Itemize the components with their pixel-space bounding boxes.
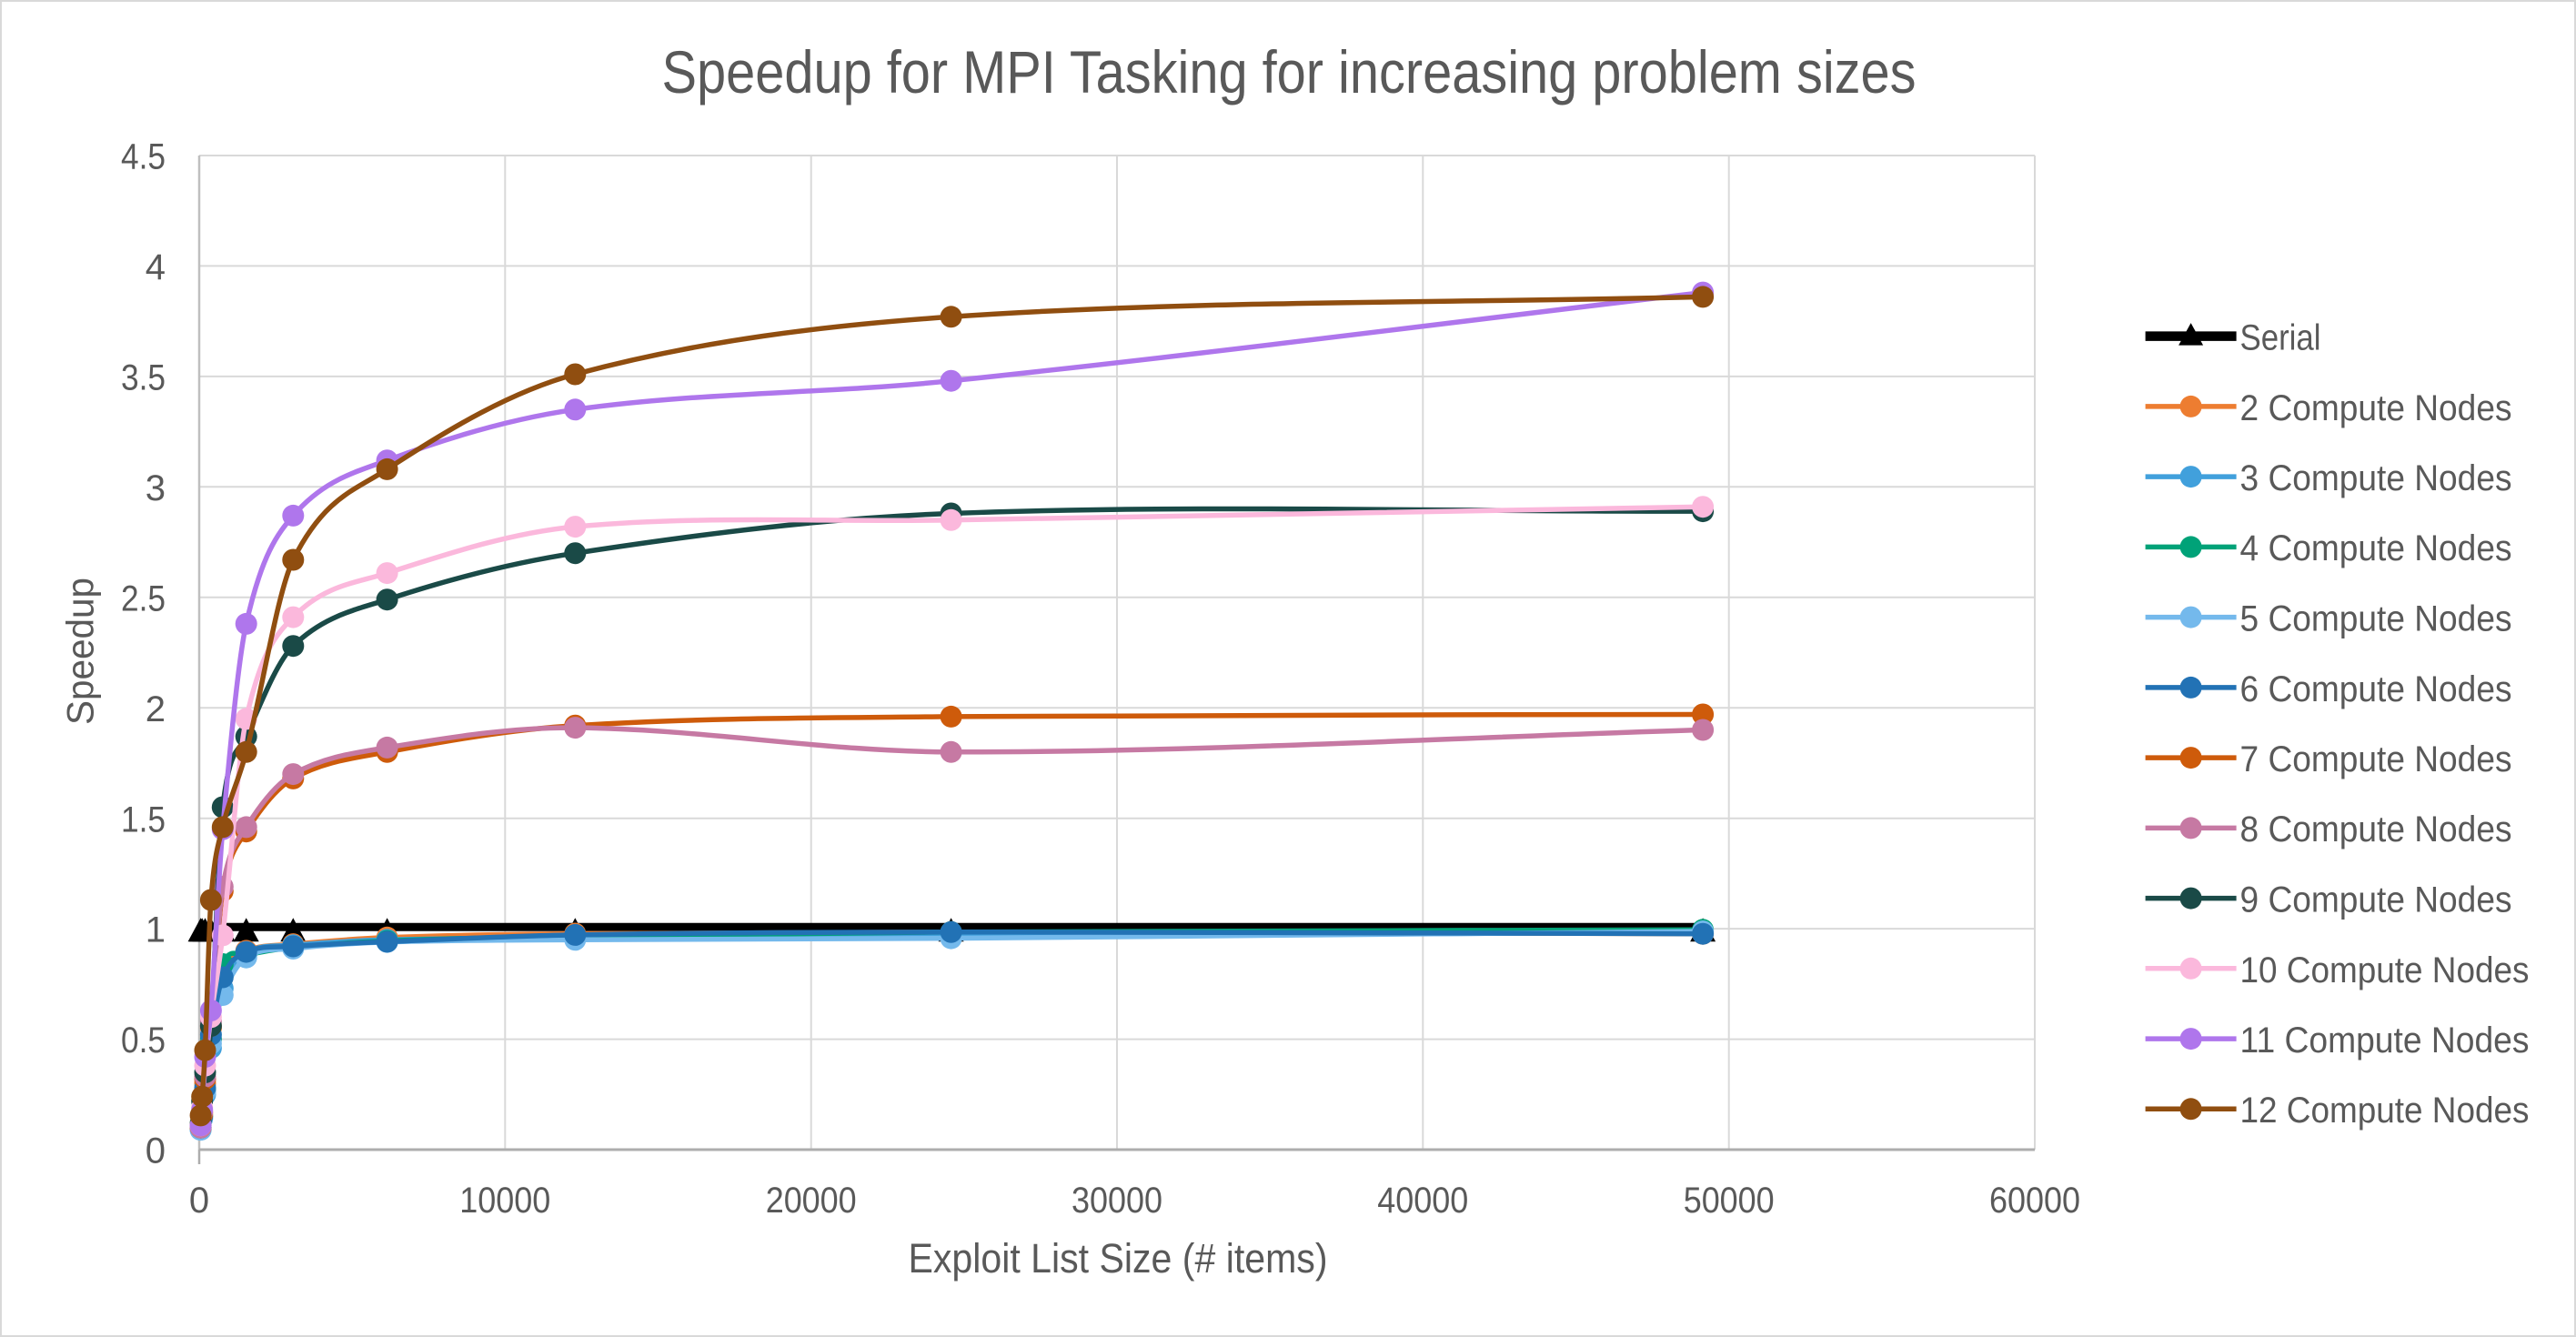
- svg-text:4.5: 4.5: [121, 137, 166, 177]
- svg-text:4 Compute Nodes: 4 Compute Nodes: [2240, 528, 2512, 568]
- svg-text:2 Compute Nodes: 2 Compute Nodes: [2240, 388, 2512, 428]
- svg-text:50000: 50000: [1684, 1181, 1775, 1221]
- svg-text:20000: 20000: [766, 1181, 857, 1221]
- svg-text:11 Compute Nodes: 11 Compute Nodes: [2240, 1020, 2530, 1061]
- svg-text:40000: 40000: [1377, 1181, 1468, 1221]
- svg-text:Serial: Serial: [2240, 318, 2321, 358]
- svg-text:Speedup: Speedup: [59, 578, 102, 725]
- svg-text:9 Compute Nodes: 9 Compute Nodes: [2240, 880, 2512, 920]
- svg-text:2.5: 2.5: [121, 578, 166, 618]
- svg-text:2: 2: [146, 689, 166, 729]
- svg-text:1: 1: [146, 910, 166, 950]
- svg-text:0.5: 0.5: [121, 1020, 166, 1061]
- svg-text:3.5: 3.5: [121, 358, 166, 398]
- svg-text:6 Compute Nodes: 6 Compute Nodes: [2240, 669, 2512, 709]
- svg-text:10000: 10000: [459, 1181, 550, 1221]
- svg-text:3 Compute Nodes: 3 Compute Nodes: [2240, 458, 2512, 498]
- svg-text:10 Compute Nodes: 10 Compute Nodes: [2240, 950, 2530, 990]
- svg-text:12 Compute Nodes: 12 Compute Nodes: [2240, 1091, 2530, 1131]
- svg-text:60000: 60000: [1989, 1181, 2080, 1221]
- svg-text:7 Compute Nodes: 7 Compute Nodes: [2240, 739, 2512, 779]
- svg-text:Exploit List Size (# items): Exploit List Size (# items): [909, 1235, 1328, 1282]
- svg-text:1.5: 1.5: [121, 799, 166, 839]
- svg-text:5 Compute Nodes: 5 Compute Nodes: [2240, 599, 2512, 639]
- svg-text:Speedup for MPI Tasking for in: Speedup for MPI Tasking for increasing p…: [662, 38, 1917, 106]
- svg-text:0: 0: [146, 1131, 166, 1171]
- svg-text:0: 0: [189, 1181, 209, 1221]
- svg-text:3: 3: [146, 468, 166, 508]
- svg-text:4: 4: [146, 247, 166, 287]
- svg-text:30000: 30000: [1072, 1181, 1162, 1221]
- svg-text:8 Compute Nodes: 8 Compute Nodes: [2240, 809, 2512, 849]
